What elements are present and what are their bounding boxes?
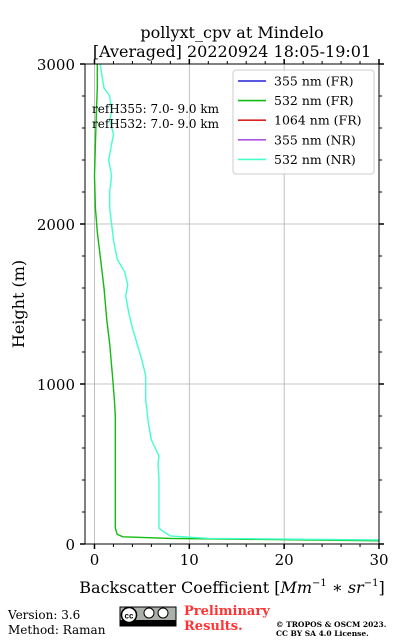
x-axis-label-text: Backscatter Coefficient [ bbox=[79, 578, 280, 597]
data-lines bbox=[93, 64, 379, 542]
series-line-4 bbox=[99, 64, 379, 541]
chart-title-line2: [Averaged] 20220924 18:05-19:01 bbox=[93, 42, 371, 61]
y-tick-label: 0 bbox=[65, 536, 75, 554]
cc-license-logo: cc bbox=[119, 606, 177, 627]
x-axis-label: Backscatter Coefficient [Mm−1 ∗ sr−1] bbox=[79, 578, 384, 597]
y-tick-label: 3000 bbox=[37, 56, 75, 74]
x-tick-label: 20 bbox=[275, 551, 294, 569]
legend-label-4: 532 nm (NR) bbox=[274, 152, 356, 167]
y-tick-label: 1000 bbox=[37, 376, 75, 394]
preliminary-line1: Preliminary bbox=[184, 604, 270, 619]
x-axis-label-unit: Mm bbox=[279, 578, 312, 597]
preliminary-line2: Results. bbox=[184, 619, 243, 634]
legend-label-2: 1064 nm (FR) bbox=[274, 113, 362, 128]
legend-label-3: 355 nm (NR) bbox=[274, 132, 356, 147]
legend: 355 nm (FR) 532 nm (FR) 1064 nm (FR) 355 nm… bbox=[232, 69, 375, 175]
x-tick-label: 10 bbox=[180, 551, 199, 569]
x-tick-label: 30 bbox=[369, 551, 388, 569]
ref-annotation-355: refH355: 7.0- 9.0 km bbox=[92, 102, 220, 116]
x-axis-label-exp2: −1 bbox=[364, 578, 379, 589]
plot-border bbox=[84, 63, 380, 545]
legend-label-0: 355 nm (FR) bbox=[274, 74, 354, 89]
copyright-line2: CC BY SA 4.0 License. bbox=[276, 629, 369, 638]
y-axis-label: Height (m) bbox=[9, 260, 28, 348]
axes-frame bbox=[84, 63, 380, 545]
version-text: Version: 3.6 bbox=[7, 608, 80, 622]
axis-ticks: 0 10 20 30 0 1000 2000 3000 bbox=[37, 56, 389, 569]
x-axis-label-mid: ∗ sr bbox=[327, 578, 365, 597]
x-axis-label-exp1: −1 bbox=[312, 578, 327, 589]
ref-annotation-532: refH532: 7.0- 9.0 km bbox=[92, 117, 220, 131]
copyright-line1: © TROPOS & OSCM 2023. bbox=[276, 620, 386, 629]
legend-label-1: 532 nm (FR) bbox=[274, 93, 354, 108]
method-text: Method: Raman bbox=[8, 623, 106, 637]
legend-box bbox=[232, 69, 375, 175]
x-axis-label-end: ] bbox=[378, 578, 384, 597]
svg-text:cc: cc bbox=[125, 612, 134, 621]
y-tick-label: 2000 bbox=[37, 216, 75, 234]
x-tick-label: 0 bbox=[90, 551, 100, 569]
series-line-1 bbox=[93, 64, 379, 542]
chart-title-line1: pollyxt_cpv at Mindelo bbox=[140, 23, 323, 42]
